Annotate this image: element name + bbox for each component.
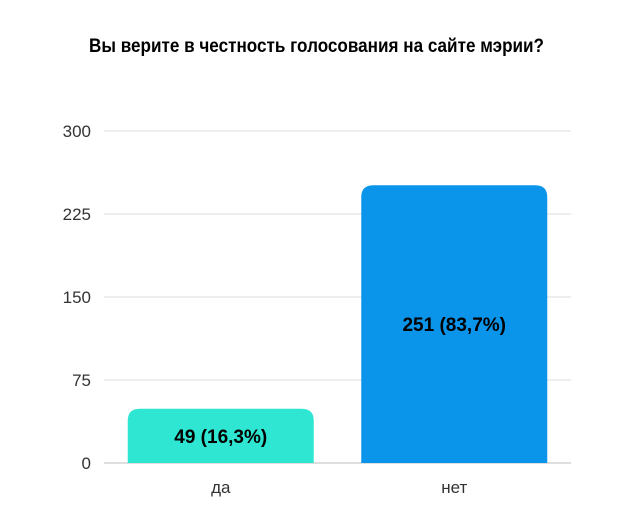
bar-data-label: 251 (83,7%) xyxy=(402,315,506,336)
y-axis-ticks: 0 75 150 225 300 xyxy=(63,122,91,473)
data-labels: 49 (16,3%) 251 (83,7%) xyxy=(174,315,506,448)
y-tick-label: 300 xyxy=(63,122,91,141)
y-tick-label: 0 xyxy=(82,454,91,473)
bar-1 xyxy=(127,408,314,463)
y-tick-label: 225 xyxy=(63,205,91,224)
x-axis-categories: да нет xyxy=(211,478,467,497)
y-tick-label: 150 xyxy=(63,288,91,307)
bar-data-label: 49 (16,3%) xyxy=(174,427,267,448)
bars xyxy=(127,185,548,463)
y-tick-label: 75 xyxy=(72,371,91,390)
x-category-label: да xyxy=(211,478,231,497)
x-category-label: нет xyxy=(441,478,467,497)
bar-2 xyxy=(361,185,548,463)
chart-title: Вы верите в честность голосования на сай… xyxy=(88,36,545,57)
